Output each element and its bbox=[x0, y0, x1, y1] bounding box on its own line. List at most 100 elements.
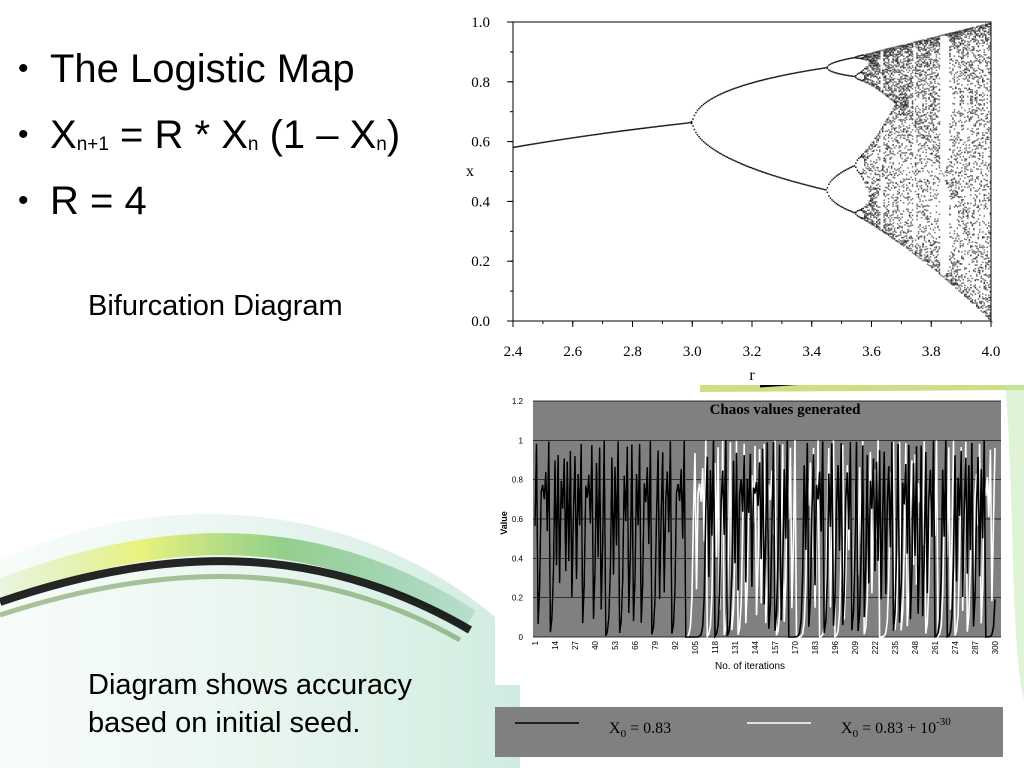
bifurcation-point bbox=[908, 114, 911, 117]
bifurcation-point bbox=[917, 244, 920, 247]
bifurcation-point bbox=[968, 298, 971, 300]
bifurcation-point bbox=[922, 167, 924, 170]
bifurcation-point bbox=[979, 208, 981, 210]
bifurcation-point bbox=[985, 54, 987, 56]
bifurcation-point bbox=[914, 254, 917, 256]
bifurcation-point bbox=[935, 250, 938, 253]
bifurcation-point bbox=[871, 150, 873, 153]
bifurcation-point bbox=[985, 306, 987, 308]
bifurcation-point bbox=[952, 256, 954, 258]
bifurcation-point bbox=[919, 46, 921, 49]
bifurcation-point bbox=[964, 295, 966, 297]
bifurcation-point bbox=[977, 25, 980, 27]
bifurcation-point bbox=[592, 134, 594, 136]
bifurcation-point bbox=[977, 206, 980, 208]
bifurcation-point bbox=[914, 239, 917, 241]
bifurcation-point bbox=[850, 57, 853, 59]
bifurcation-point bbox=[967, 84, 969, 86]
bifurcation-point bbox=[979, 155, 981, 157]
bifurcation-point bbox=[985, 184, 987, 186]
bifurcation-point bbox=[976, 76, 978, 78]
bifurcation-point bbox=[911, 83, 914, 86]
bifurcation-point bbox=[889, 98, 891, 100]
bifurcation-point bbox=[890, 53, 893, 56]
bifurcation-point bbox=[877, 222, 879, 225]
bifurcation-point bbox=[899, 118, 902, 121]
bifurcation-point bbox=[973, 131, 975, 133]
bifurcation-point bbox=[986, 305, 988, 308]
bifurcation-point bbox=[904, 221, 906, 223]
bifurcation-point bbox=[899, 81, 902, 83]
bifurcation-point bbox=[883, 214, 885, 217]
bifurcation-point bbox=[950, 195, 953, 198]
bifurcation-point bbox=[895, 186, 897, 188]
bifurcation-point bbox=[980, 32, 982, 34]
bifurcation-point bbox=[898, 162, 900, 165]
bifurcation-point bbox=[935, 143, 938, 146]
bifurcation-point bbox=[961, 190, 963, 192]
bifurcation-point bbox=[867, 78, 869, 80]
bifurcation-point bbox=[934, 113, 936, 116]
bifurcation-point bbox=[962, 164, 965, 166]
bifurcation-point bbox=[892, 95, 894, 97]
bifurcation-point bbox=[876, 135, 878, 138]
bifurcation-point bbox=[893, 238, 896, 241]
bifurcation-point bbox=[873, 198, 875, 200]
bifurcation-point bbox=[533, 143, 536, 145]
bifurcation-point bbox=[919, 249, 921, 251]
bifurcation-point bbox=[985, 312, 987, 314]
bifurcation-point bbox=[868, 69, 870, 72]
bifurcation-point bbox=[902, 131, 905, 133]
bifurcation-point bbox=[876, 85, 878, 88]
bifurcation-point bbox=[983, 120, 985, 122]
bifurcation-point bbox=[929, 212, 932, 214]
bifurcation-point bbox=[904, 137, 906, 140]
bifurcation-point bbox=[865, 215, 867, 217]
bifurcation-point bbox=[916, 84, 918, 87]
bifurcation-point bbox=[864, 77, 866, 80]
bifurcation-point bbox=[952, 92, 954, 95]
bifurcation-point bbox=[889, 149, 891, 152]
bifurcation-point bbox=[926, 161, 929, 163]
bifurcation-point bbox=[884, 220, 887, 223]
bifurcation-point bbox=[696, 109, 699, 112]
bifurcation-point bbox=[861, 70, 863, 73]
bifurcation-point bbox=[638, 128, 640, 130]
bifurcation-point bbox=[914, 62, 917, 64]
bifurcation-point bbox=[905, 139, 908, 141]
bifurcation-point bbox=[893, 106, 896, 108]
bifurcation-point bbox=[910, 48, 912, 51]
bifurcation-point bbox=[892, 197, 894, 199]
bifurcation-point bbox=[917, 107, 920, 110]
bifurcation-point bbox=[908, 48, 911, 51]
bifurcation-point bbox=[971, 184, 974, 186]
bifurcation-point bbox=[868, 64, 870, 66]
bifurcation-point bbox=[886, 223, 888, 225]
bifurcation-point bbox=[902, 125, 905, 127]
bifurcation-point bbox=[871, 55, 873, 57]
bifurcation-point bbox=[895, 85, 897, 88]
bifurcation-point bbox=[952, 43, 954, 45]
bifurcation-point bbox=[929, 49, 932, 51]
bifurcation-point bbox=[974, 124, 977, 126]
bifurcation-point bbox=[967, 116, 969, 118]
bifurcation-point bbox=[985, 164, 987, 166]
bifurcation-point bbox=[867, 82, 869, 84]
bifurcation-point bbox=[922, 245, 924, 247]
bifurcation-point bbox=[916, 122, 918, 125]
bifurcation-point bbox=[968, 37, 971, 39]
bifurcation-point bbox=[953, 265, 956, 267]
bifurcation-point bbox=[917, 161, 920, 164]
bifurcation-point bbox=[934, 38, 936, 41]
bifurcation-point bbox=[887, 233, 890, 236]
bifurcation-point bbox=[959, 67, 962, 69]
bifurcation-point bbox=[976, 128, 978, 131]
bifurcation-point bbox=[988, 267, 990, 270]
bifurcation-point bbox=[899, 106, 902, 109]
bifurcation-point bbox=[986, 128, 988, 131]
bifurcation-point bbox=[893, 187, 896, 189]
bifurcation-point bbox=[961, 175, 963, 177]
bifurcation-point bbox=[557, 139, 560, 141]
bifurcation-point bbox=[914, 245, 917, 247]
bifurcation-point bbox=[895, 100, 897, 102]
